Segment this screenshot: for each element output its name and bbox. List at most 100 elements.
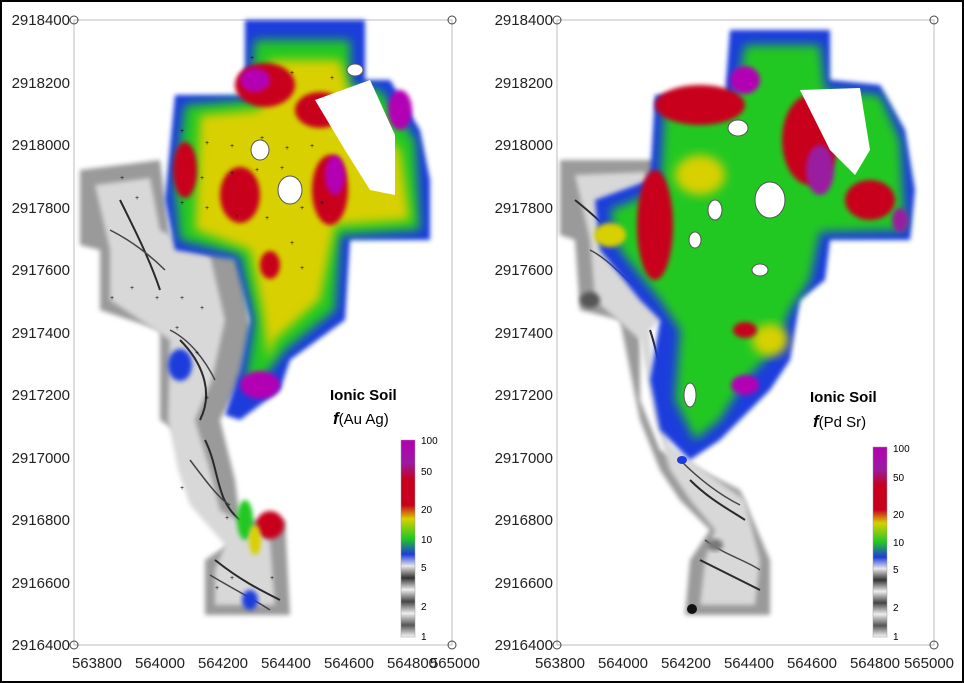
map-left-gray-zone bbox=[80, 160, 290, 615]
svg-text:+: + bbox=[205, 395, 209, 402]
x-tick-label: 564000 bbox=[598, 655, 648, 672]
legend-label: 5 bbox=[893, 565, 899, 576]
y-tick-label: 2916400 bbox=[12, 637, 70, 654]
legend-label: 5 bbox=[421, 563, 427, 574]
svg-text:+: + bbox=[215, 585, 219, 592]
svg-text:+: + bbox=[250, 55, 254, 62]
svg-text:+: + bbox=[180, 295, 184, 302]
legend-label: 50 bbox=[893, 473, 905, 484]
x-tick-label: 564200 bbox=[198, 655, 248, 672]
map-right-border bbox=[556, 19, 935, 646]
map-left: ++ ++ + +++ + +++ +++ + ++++ +++ + ++++ +++ + … bbox=[12, 12, 480, 672]
x-tick-label: 563800 bbox=[535, 655, 585, 672]
map-left-legend: 100 50 20 10 5 2 1 bbox=[400, 436, 438, 643]
y-tick-label: 2917000 bbox=[12, 450, 70, 467]
map-right-x-axis: 563800 564000 564200 564400 564600 56480… bbox=[535, 655, 954, 672]
y-tick-label: 2916600 bbox=[495, 575, 553, 592]
svg-text:+: + bbox=[300, 265, 304, 272]
legend-color-bar bbox=[872, 446, 888, 638]
svg-text:+: + bbox=[235, 213, 239, 220]
legend-label: 1 bbox=[893, 632, 899, 643]
svg-text:+: + bbox=[110, 295, 114, 302]
map-right-subtitle-rest: (Pd Sr) bbox=[819, 414, 867, 431]
svg-text:+: + bbox=[290, 70, 294, 77]
y-tick-label: 2918400 bbox=[12, 12, 70, 29]
svg-text:+: + bbox=[205, 140, 209, 147]
x-tick-label: 564000 bbox=[135, 655, 185, 672]
legend-label: 1 bbox=[421, 632, 427, 643]
y-tick-label: 2918000 bbox=[12, 137, 70, 154]
y-tick-label: 2916800 bbox=[495, 512, 553, 529]
svg-text:+: + bbox=[225, 515, 229, 522]
legend-label: 2 bbox=[421, 602, 427, 613]
svg-text:+: + bbox=[180, 485, 184, 492]
map-left-title: Ionic Soil bbox=[330, 387, 397, 404]
svg-text:+: + bbox=[155, 295, 159, 302]
y-tick-label: 2918000 bbox=[495, 137, 553, 154]
legend-label: 20 bbox=[893, 510, 905, 521]
y-tick-label: 2916400 bbox=[495, 637, 553, 654]
y-tick-label: 2917600 bbox=[495, 262, 553, 279]
x-tick-label: 564400 bbox=[724, 655, 774, 672]
svg-text:+: + bbox=[230, 143, 234, 150]
map-left-subtitle-rest: (Au Ag) bbox=[339, 411, 389, 428]
x-tick-label: 565000 bbox=[904, 655, 954, 672]
svg-text:+: + bbox=[200, 305, 204, 312]
svg-text:+: + bbox=[135, 195, 139, 202]
y-tick-label: 2917800 bbox=[12, 200, 70, 217]
legend-color-bar bbox=[400, 439, 416, 638]
map-left-corner-markers bbox=[69, 15, 457, 650]
svg-text:+: + bbox=[330, 75, 334, 82]
svg-text:+: + bbox=[270, 575, 274, 582]
y-tick-label: 2918200 bbox=[495, 75, 553, 92]
svg-text:+: + bbox=[300, 205, 304, 212]
legend-label: 10 bbox=[893, 538, 905, 549]
svg-text:+: + bbox=[260, 135, 264, 142]
svg-text:+: + bbox=[285, 145, 289, 152]
legend-label: 20 bbox=[421, 505, 433, 516]
svg-text:+: + bbox=[320, 200, 324, 207]
map-left-x-axis: 563800 564000 564200 564400 564600 56480… bbox=[72, 655, 480, 672]
map-right-corner-markers bbox=[552, 15, 939, 650]
legend-label: 100 bbox=[421, 436, 438, 447]
y-tick-label: 2917800 bbox=[495, 200, 553, 217]
y-tick-label: 2917200 bbox=[12, 387, 70, 404]
svg-text:+: + bbox=[280, 165, 284, 172]
svg-text:+: + bbox=[265, 215, 269, 222]
svg-text:+: + bbox=[200, 175, 204, 182]
svg-text:+: + bbox=[230, 170, 234, 177]
x-tick-label: 564600 bbox=[787, 655, 837, 672]
y-tick-label: 2917400 bbox=[12, 325, 70, 342]
map-right-anomaly-zone bbox=[594, 30, 915, 464]
map-left-y-axis: 2918400 2918200 2918000 2917800 2917600 … bbox=[12, 12, 70, 654]
y-tick-label: 2918400 bbox=[495, 12, 553, 29]
x-tick-label: 564600 bbox=[324, 655, 374, 672]
legend-label: 10 bbox=[421, 535, 433, 546]
svg-text:+: + bbox=[290, 240, 294, 247]
x-tick-label: 565000 bbox=[430, 655, 480, 672]
legend-label: 100 bbox=[893, 444, 910, 455]
map-right: 2918400 2918200 2918000 2917800 2917600 … bbox=[495, 12, 954, 672]
svg-text:+: + bbox=[130, 285, 134, 292]
map-right-subtitle: f(Pd Sr) bbox=[813, 412, 866, 431]
map-left-anomaly-zone bbox=[165, 20, 430, 610]
map-right-legend: 100 50 20 10 5 2 1 bbox=[872, 444, 910, 643]
map-right-subtitle-f: f bbox=[813, 412, 821, 431]
y-tick-label: 2916600 bbox=[12, 575, 70, 592]
y-tick-label: 2917600 bbox=[12, 262, 70, 279]
svg-text:+: + bbox=[255, 167, 259, 174]
x-tick-label: 564800 bbox=[387, 655, 437, 672]
map-right-y-axis: 2918400 2918200 2918000 2917800 2917600 … bbox=[495, 12, 553, 654]
x-tick-label: 564400 bbox=[261, 655, 311, 672]
map-left-subtitle-f: f bbox=[333, 409, 341, 428]
svg-text:+: + bbox=[310, 143, 314, 150]
svg-text:+: + bbox=[120, 175, 124, 182]
svg-text:+: + bbox=[205, 205, 209, 212]
y-tick-label: 2917000 bbox=[495, 450, 553, 467]
svg-text:+: + bbox=[180, 200, 184, 207]
svg-text:+: + bbox=[195, 350, 199, 357]
y-tick-label: 2917400 bbox=[495, 325, 553, 342]
legend-label: 50 bbox=[421, 467, 433, 478]
y-tick-label: 2916800 bbox=[12, 512, 70, 529]
